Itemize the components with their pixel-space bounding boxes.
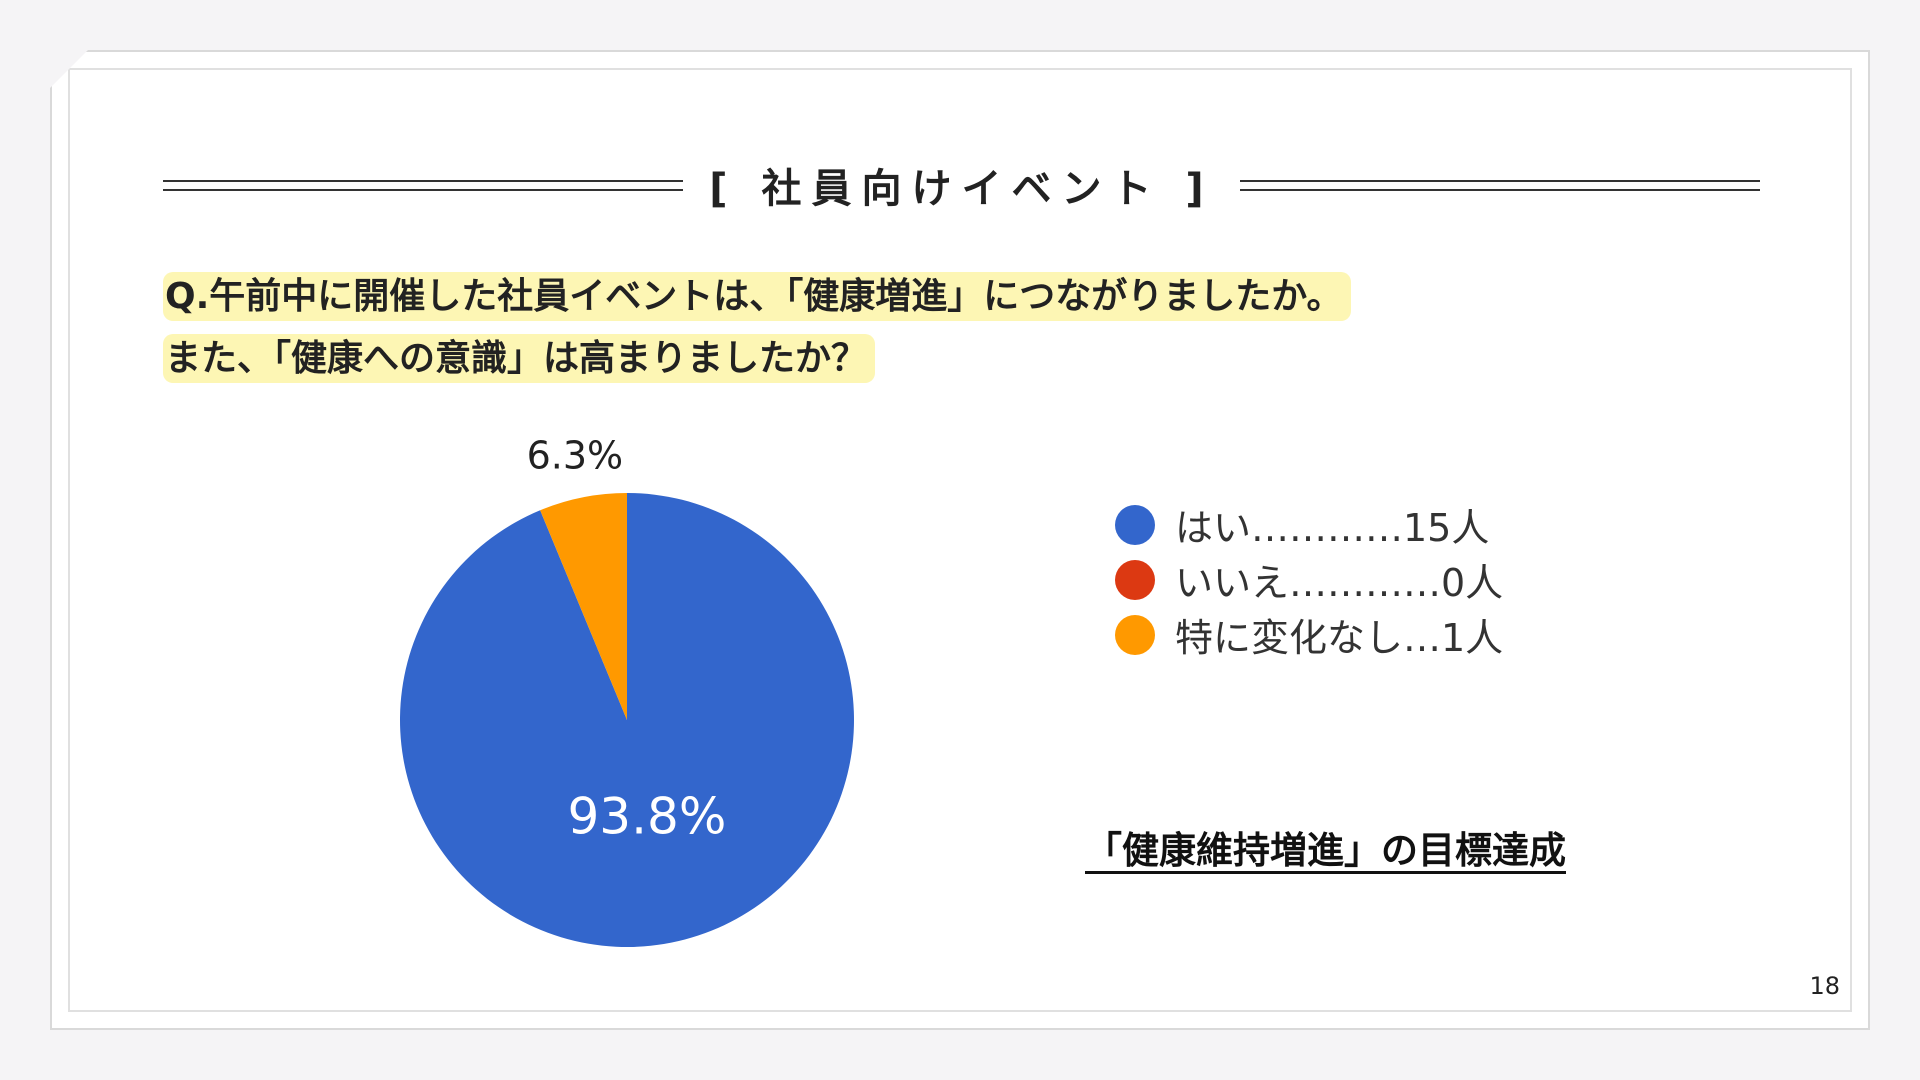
slice-yes	[399, 493, 854, 947]
slide-frame	[50, 50, 1870, 1030]
chart-legend: はい…………15人 いいえ…………0人 特に変化なし…1人	[1115, 497, 1503, 662]
legend-label-no: いいえ…………0人	[1175, 561, 1504, 605]
conclusion-text: 「健康維持増進」の目標達成	[1085, 829, 1566, 872]
page-corner-fold	[14, 14, 124, 124]
slice-yes-label: 93.8%	[568, 788, 727, 846]
page-number: 18	[1809, 972, 1840, 1000]
title-left-rule	[163, 179, 684, 191]
legend-swatch-no	[1115, 559, 1155, 600]
question-block: Q.午前中に開催した社員イベントは、「健康増進」につながりましたか。 また、「健…	[163, 266, 1351, 390]
slide-inner-border	[68, 68, 1852, 1012]
legend-item-yes: はい…………15人	[1115, 497, 1503, 552]
slide-title: [ 社員向けイベント ]	[709, 166, 1214, 212]
question-line-1: Q.午前中に開催した社員イベントは、「健康増進」につながりましたか。	[163, 272, 1351, 321]
slide-title-row: [ 社員向けイベント ]	[163, 160, 1761, 212]
slice-no-change-label: 6.3%	[527, 434, 624, 478]
pie-chart: 93.8% 6.3%	[399, 434, 854, 947]
question-line-2: また、「健康への意識」は高まりましたか？	[163, 334, 876, 383]
legend-label-yes: はい…………15人	[1175, 506, 1490, 550]
title-right-rule	[1239, 179, 1761, 191]
legend-item-no: いいえ…………0人	[1115, 552, 1503, 607]
legend-swatch-yes	[1115, 504, 1155, 545]
legend-item-no-change: 特に変化なし…1人	[1115, 607, 1503, 662]
legend-label-no-change: 特に変化なし…1人	[1175, 616, 1504, 660]
legend-swatch-no-change	[1115, 614, 1155, 655]
slice-no-change	[540, 493, 627, 720]
